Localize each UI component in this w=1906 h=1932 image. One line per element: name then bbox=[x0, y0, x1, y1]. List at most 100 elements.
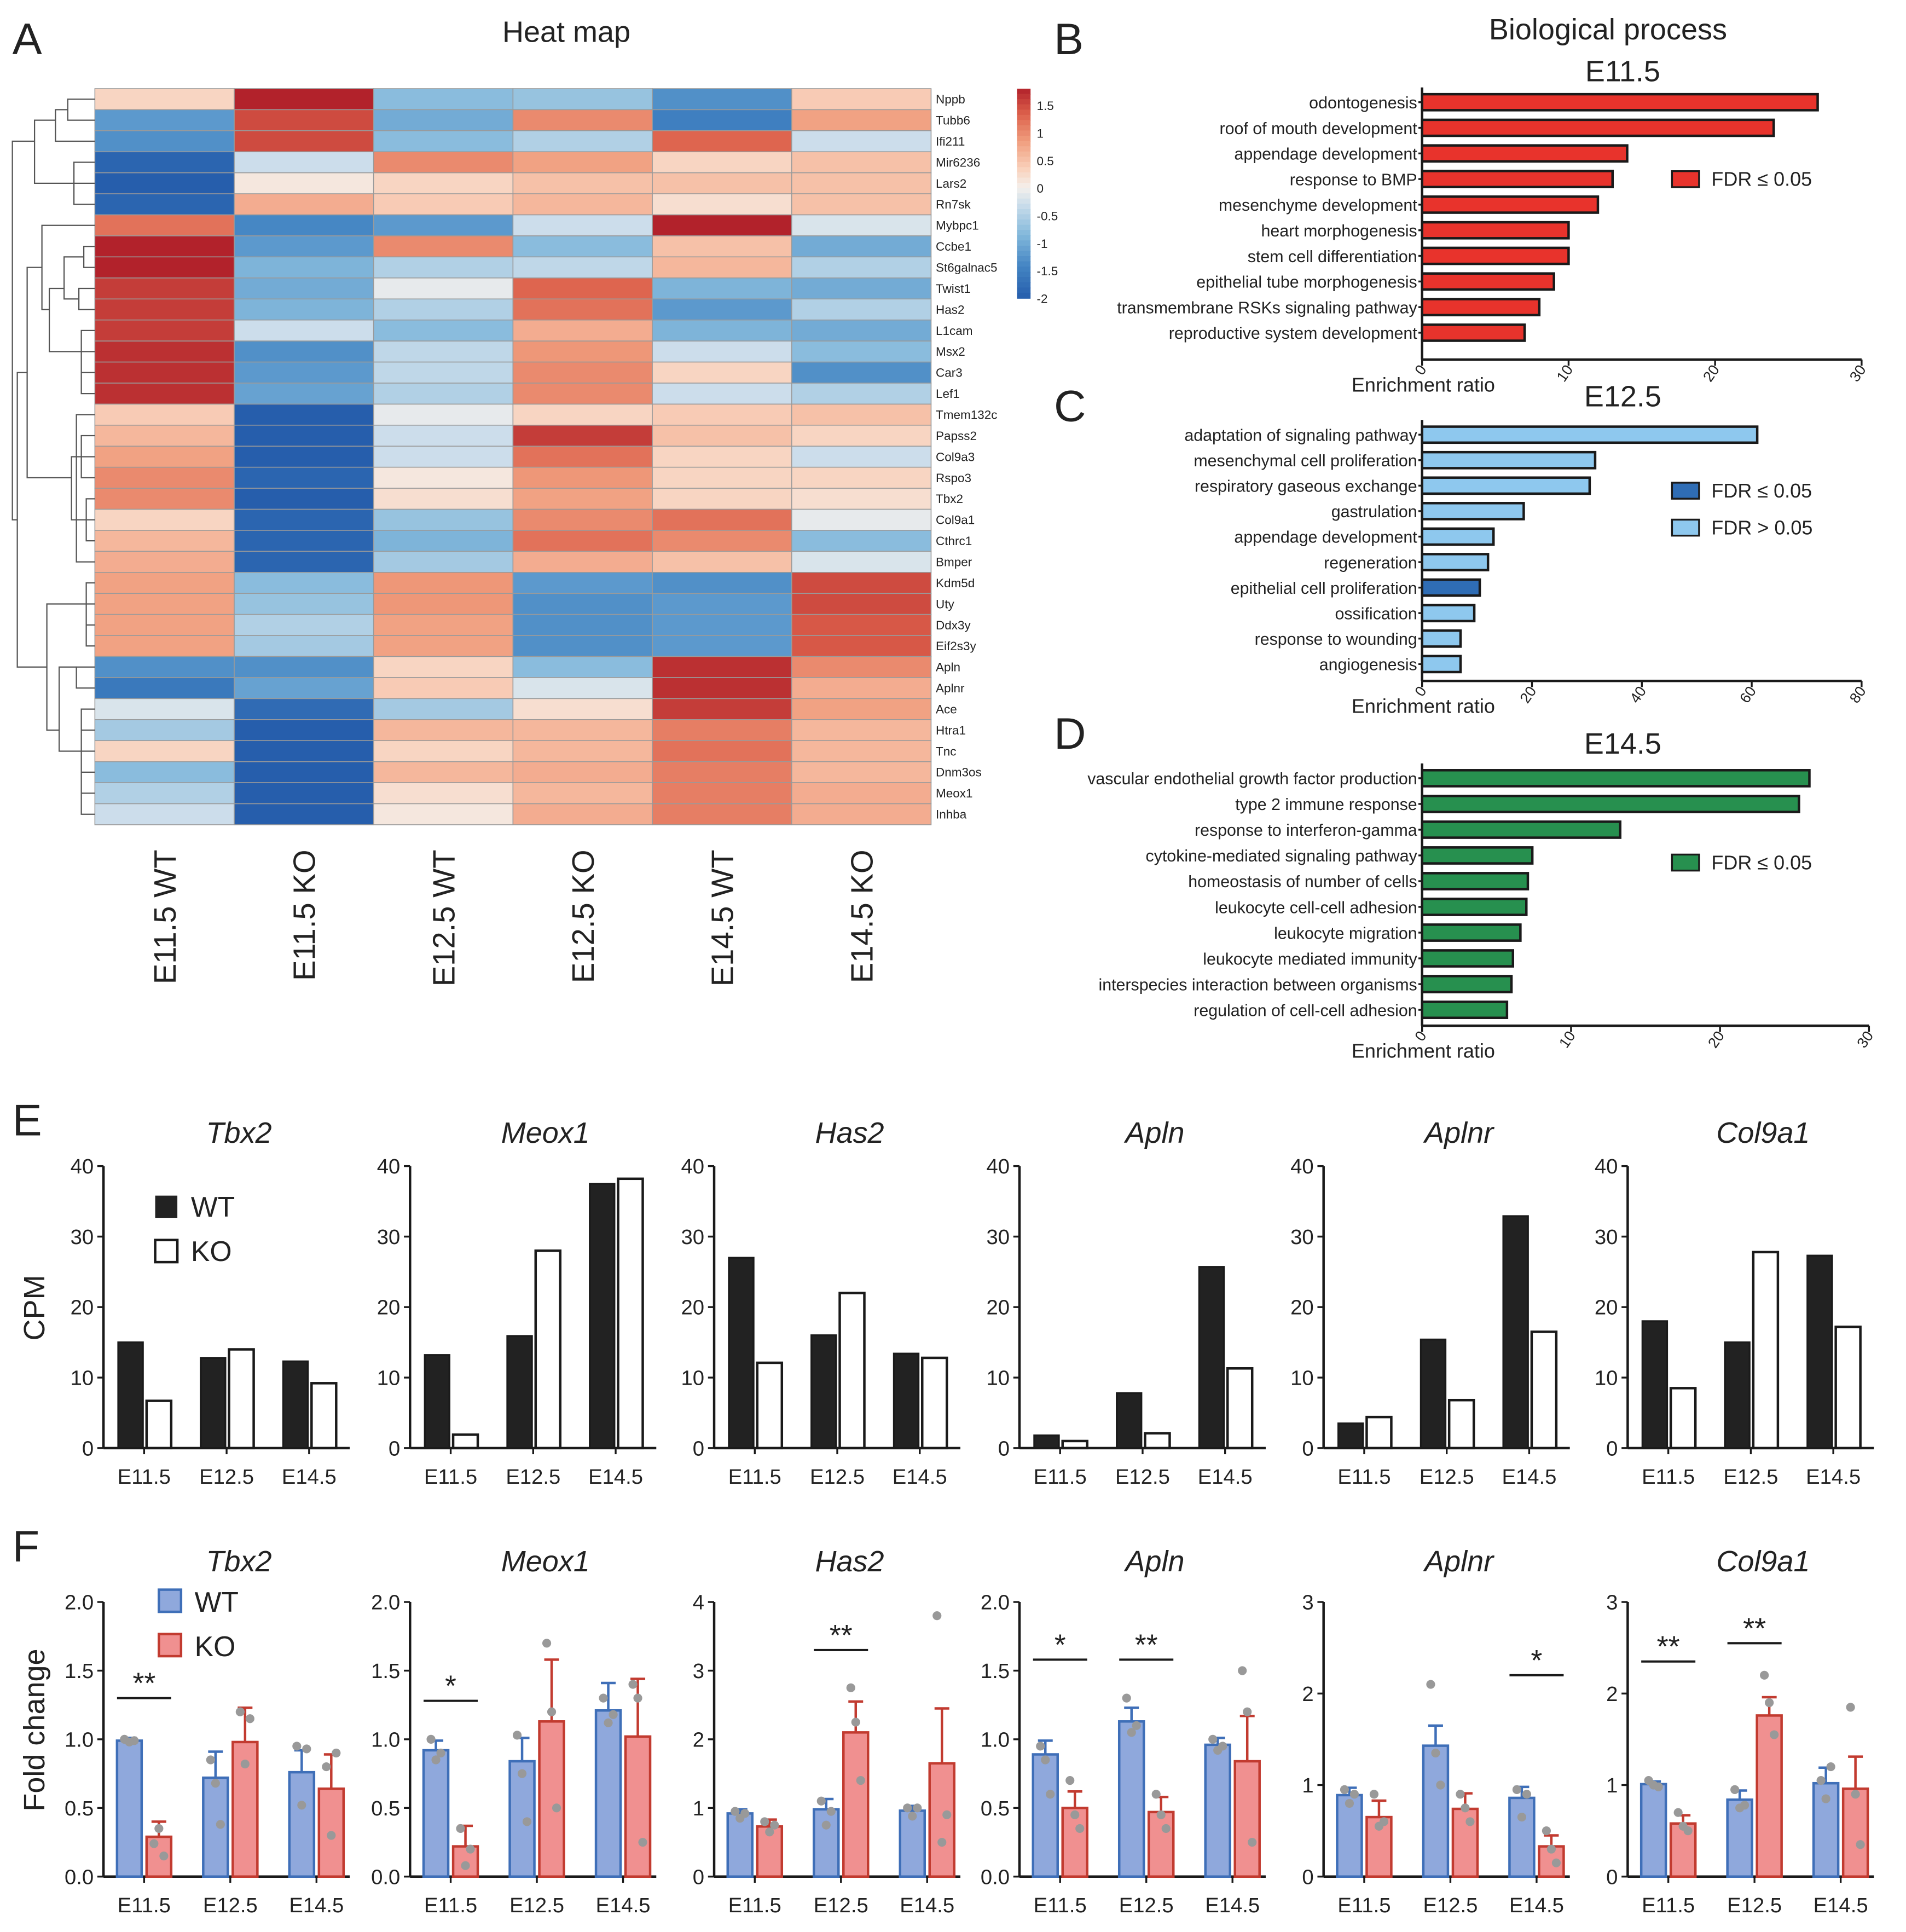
data-point bbox=[1551, 1858, 1561, 1867]
enrichment-bar bbox=[1421, 795, 1800, 813]
data-point bbox=[1826, 1762, 1835, 1772]
heatmap-cell bbox=[234, 466, 374, 489]
heatmap-cell bbox=[373, 403, 514, 426]
heatmap-cell bbox=[791, 277, 932, 300]
term-label: roof of mouth development bbox=[1220, 120, 1418, 138]
heatmap-cell bbox=[234, 635, 374, 657]
y-tick-label: 30 bbox=[1595, 1225, 1618, 1249]
enrichment-bar bbox=[1421, 170, 1614, 189]
heatmap-cell bbox=[373, 593, 514, 615]
legend-label: FDR > 0.05 bbox=[1711, 516, 1812, 539]
heatmap-cell bbox=[373, 508, 514, 531]
term-label: regeneration bbox=[1324, 554, 1417, 572]
heatmap-cell bbox=[652, 740, 792, 762]
x-tick-label: 60 bbox=[1736, 683, 1759, 706]
heatmap-row-label: Bmper bbox=[936, 555, 972, 569]
heatmap-cell bbox=[791, 193, 932, 216]
heatmap-row-label: Tmem132c bbox=[936, 408, 997, 421]
heatmap-cell bbox=[94, 803, 235, 825]
heatmap-cell bbox=[652, 340, 792, 363]
enrichment-bar bbox=[1421, 820, 1622, 839]
heatmap-cell bbox=[373, 172, 514, 194]
y-tick-label: 0.5 bbox=[371, 1797, 400, 1820]
colorbar-segment bbox=[1017, 251, 1031, 257]
heatmap-cell bbox=[373, 677, 514, 699]
colorbar-segment bbox=[1017, 193, 1031, 200]
y-tick-label: 40 bbox=[681, 1155, 705, 1178]
colorbar-segment bbox=[1017, 109, 1031, 116]
dendrogram-branch bbox=[63, 256, 84, 300]
panel-b-chart: E11.5 odontogenesis roof of mouth developm… bbox=[1117, 55, 1869, 396]
panel-letter-a: A bbox=[13, 15, 42, 64]
heatmap-cell bbox=[652, 88, 792, 111]
heatmap-cell bbox=[791, 88, 932, 111]
heatmap-cell bbox=[512, 172, 653, 194]
term-label: leukocyte migration bbox=[1274, 924, 1417, 942]
y-tick-label: 2.0 bbox=[981, 1591, 1010, 1615]
data-point bbox=[130, 1736, 139, 1745]
data-point bbox=[1151, 1790, 1161, 1799]
data-point bbox=[1846, 1703, 1855, 1712]
wt-bar bbox=[1204, 1743, 1231, 1878]
heatmap-cell bbox=[94, 235, 235, 258]
ko-bar bbox=[756, 1361, 784, 1450]
significance-label: ** bbox=[132, 1667, 155, 1700]
ko-bar bbox=[1451, 1807, 1479, 1878]
panel-title: E11.5 bbox=[1585, 55, 1660, 88]
enrichment-bar bbox=[1421, 195, 1600, 214]
heatmap-row-label: St6galnac5 bbox=[936, 261, 998, 274]
data-point bbox=[1426, 1680, 1435, 1689]
data-point bbox=[1730, 1785, 1740, 1794]
x-tick-label: 30 bbox=[1854, 1028, 1877, 1051]
colorbar-segment bbox=[1017, 214, 1031, 221]
enrichment-bar bbox=[1421, 272, 1555, 291]
heatmap-cell bbox=[94, 193, 235, 216]
heatmap-cell bbox=[373, 803, 514, 825]
heatmap-cell bbox=[234, 740, 374, 762]
cpm-chart: Apln 0 10 20 30 40 E11.5 E12.5 E14.5 bbox=[986, 1117, 1266, 1489]
dendrogram-branch bbox=[85, 498, 95, 542]
x-tick-label: 10 bbox=[1554, 362, 1577, 385]
data-point bbox=[908, 1812, 917, 1821]
dendrogram-branch bbox=[80, 329, 95, 395]
heatmap-cell bbox=[373, 530, 514, 552]
wt-bar bbox=[1641, 1320, 1669, 1449]
term-label: odontogenesis bbox=[1309, 94, 1417, 112]
heatmap-cell bbox=[791, 446, 932, 468]
enrichment-bar bbox=[1421, 246, 1570, 265]
term-label: angiogenesis bbox=[1319, 656, 1417, 674]
y-tick-label: 0.0 bbox=[371, 1865, 400, 1889]
data-point bbox=[1041, 1755, 1050, 1765]
heatmap-cell bbox=[512, 530, 653, 552]
colorbar-segment bbox=[1017, 157, 1031, 163]
data-point bbox=[154, 1824, 164, 1833]
data-point bbox=[297, 1801, 306, 1810]
data-point bbox=[1760, 1670, 1769, 1680]
heatmap-column-label: E11.5 WT bbox=[148, 849, 182, 984]
x-tick-label: E11.5 bbox=[424, 1465, 477, 1489]
data-point bbox=[461, 1861, 470, 1870]
enrichment-bar bbox=[1421, 949, 1514, 968]
fold-change-chart: Col9a1 0 1 2 3 E11.5 E12.5 E14.5 ** ** bbox=[1606, 1545, 1874, 1917]
data-point bbox=[851, 1717, 860, 1727]
heatmap-cell bbox=[791, 656, 932, 678]
gene-title: Tbx2 bbox=[206, 1117, 272, 1149]
legend-swatch bbox=[1671, 482, 1700, 500]
data-point bbox=[522, 1817, 532, 1826]
ko-bar bbox=[1061, 1439, 1088, 1450]
fold-change-chart: Aplnr 0 1 2 3 E11.5 E12.5 E14.5 * bbox=[1302, 1545, 1570, 1917]
heatmap-cell bbox=[512, 446, 653, 468]
enrichment-bar bbox=[1421, 502, 1525, 520]
heatmap-cell bbox=[373, 256, 514, 279]
colorbar-segment bbox=[1017, 204, 1031, 210]
y-tick-label: 1.5 bbox=[371, 1659, 400, 1683]
colorbar-tick-label: -1 bbox=[1036, 237, 1047, 251]
heatmap-cell bbox=[652, 361, 792, 384]
colorbar-segment bbox=[1017, 114, 1031, 121]
colorbar-segment bbox=[1017, 209, 1031, 215]
dendrogram-branch bbox=[16, 372, 47, 668]
gene-title: Meox1 bbox=[501, 1545, 590, 1578]
y-tick-label: 30 bbox=[377, 1225, 401, 1249]
heatmap-cell bbox=[234, 656, 374, 678]
colorbar-segment bbox=[1017, 271, 1031, 278]
